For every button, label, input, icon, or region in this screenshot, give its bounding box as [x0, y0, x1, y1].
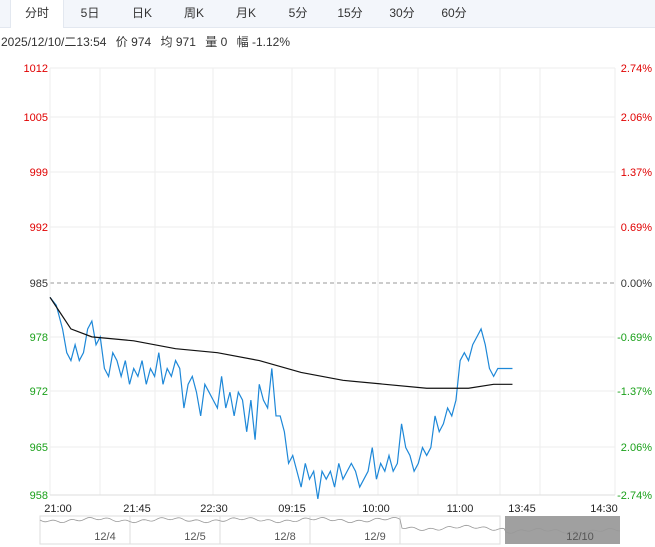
- pct-tick-label: 0.00%: [621, 278, 652, 290]
- time-tick-label: 22:30: [200, 503, 228, 515]
- pct-tick-label: 0.69%: [621, 222, 652, 234]
- pct-tick-label: -2.74%: [617, 490, 652, 502]
- navigator-track: [399, 515, 501, 545]
- price-tick-label: 999: [30, 167, 48, 179]
- tab-8[interactable]: 60分: [441, 6, 467, 20]
- volume-label: 量: [205, 35, 218, 49]
- price-tick-label: 965: [30, 442, 48, 454]
- range-label: 幅: [236, 35, 249, 49]
- quote-info: 2025/12/10/二13:54 价 974 均 971 量 0 幅 -1.1…: [1, 33, 296, 50]
- price-tick-label: 958: [30, 490, 48, 502]
- time-tick-label: 14:30: [590, 503, 618, 515]
- navigator-day-label: 12/9: [364, 531, 385, 543]
- price-tick-label: 985: [30, 278, 48, 290]
- navigator-day-label: 12/8: [274, 531, 295, 543]
- price-tick-label: 978: [30, 332, 48, 344]
- pct-tick-label: 1.37%: [621, 167, 652, 179]
- period-tabs: 分时 5日 日K 周K 月K 5分 15分 30分 60分: [0, 0, 655, 28]
- time-tick-label: 11:00: [447, 503, 474, 515]
- tab-4[interactable]: 月K: [235, 6, 256, 20]
- time-tick-label: 21:00: [44, 503, 72, 515]
- price-tick-label: 1012: [24, 63, 48, 75]
- pct-tick-label: 2.06%: [621, 112, 652, 124]
- avg-label: 均: [160, 35, 173, 49]
- tab-5[interactable]: 5分: [288, 6, 308, 20]
- tab-6[interactable]: 15分: [337, 6, 363, 20]
- time-tick-label: 13:45: [508, 503, 536, 515]
- navigator-day-label: 12/5: [184, 531, 205, 543]
- price-line: [49, 296, 513, 500]
- tab-1[interactable]: 5日: [80, 6, 100, 20]
- price-label: 价: [115, 35, 128, 49]
- pct-tick-label: -0.69%: [617, 332, 652, 344]
- tab-0[interactable]: 分时: [10, 0, 64, 28]
- price-tick-label: 972: [30, 386, 48, 398]
- range-value: -1.12%: [252, 35, 291, 49]
- datetime: 2025/12/10/二13:54: [1, 35, 107, 49]
- price-tick-label: 1005: [24, 112, 48, 124]
- navigator-sparkline: [39, 516, 621, 534]
- average-line: [49, 296, 513, 389]
- pct-tick-label: 2.06%: [621, 442, 652, 454]
- pct-tick-label: 2.74%: [621, 63, 652, 75]
- tab-2[interactable]: 日K: [131, 6, 152, 20]
- navigator-day-label: 12/10: [566, 531, 594, 543]
- avg-value: 971: [175, 35, 196, 49]
- tab-3[interactable]: 周K: [183, 6, 204, 20]
- tab-7[interactable]: 30分: [389, 6, 415, 20]
- time-tick-label: 10:00: [362, 503, 390, 515]
- time-tick-label: 09:15: [278, 503, 306, 515]
- time-tick-label: 21:45: [123, 503, 151, 515]
- navigator-day-label: 12/4: [94, 531, 115, 543]
- pct-tick-label: -1.37%: [617, 386, 652, 398]
- price-value: 974: [131, 35, 152, 49]
- volume-value: 0: [220, 35, 228, 49]
- price-tick-label: 992: [30, 222, 48, 234]
